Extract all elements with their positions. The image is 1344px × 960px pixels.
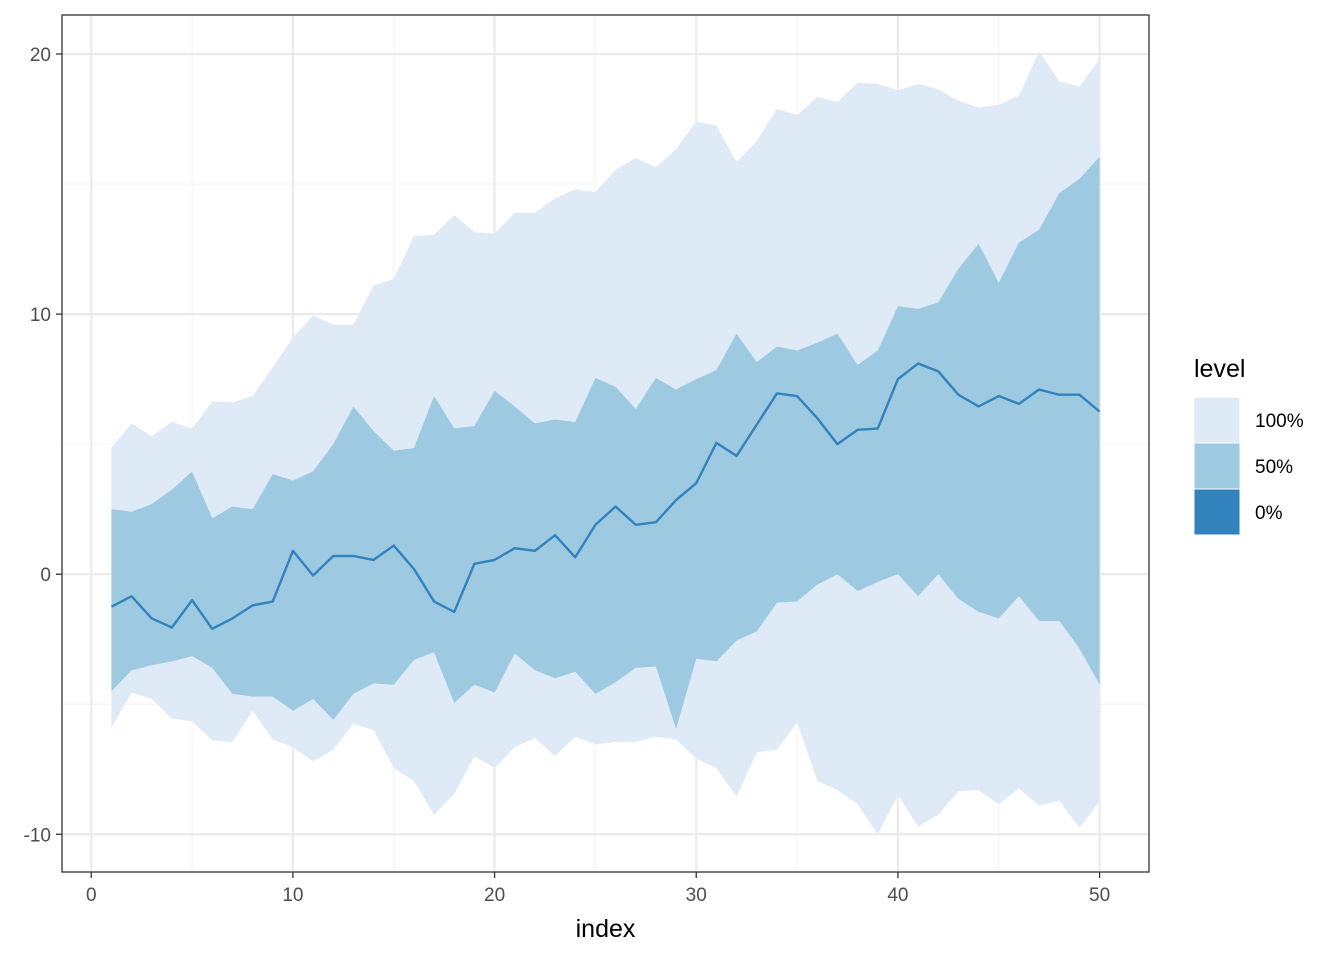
x-tick-label: 40 bbox=[887, 885, 908, 906]
x-tick-label: 0 bbox=[86, 885, 97, 906]
x-tick-label: 10 bbox=[282, 885, 303, 906]
legend-label-0pct: 0% bbox=[1255, 503, 1283, 524]
y-axis: -10 0 10 20 bbox=[24, 45, 62, 846]
legend: level 100% 50% 0% bbox=[1193, 355, 1304, 536]
legend-key-50pct bbox=[1193, 442, 1241, 490]
x-tick-label: 50 bbox=[1089, 885, 1110, 906]
y-tick-label: 0 bbox=[40, 565, 51, 586]
y-tick-label: 20 bbox=[30, 45, 51, 66]
legend-label-50pct: 50% bbox=[1255, 457, 1293, 478]
band-50pct bbox=[111, 156, 1100, 729]
legend-title: level bbox=[1194, 355, 1245, 383]
x-tick-label: 20 bbox=[484, 885, 505, 906]
legend-label-100pct: 100% bbox=[1255, 411, 1304, 432]
legend-key-0pct bbox=[1193, 488, 1241, 536]
y-tick-label: -10 bbox=[24, 825, 51, 846]
median-line-layer bbox=[110, 362, 1101, 631]
x-axis-title: index bbox=[576, 915, 636, 943]
x-tick-label: 30 bbox=[686, 885, 707, 906]
legend-key-100pct bbox=[1193, 396, 1241, 444]
panel-border bbox=[61, 14, 1150, 873]
bands bbox=[111, 51, 1100, 835]
x-axis: 0 10 20 30 40 50 bbox=[86, 872, 1110, 906]
series-line-0pct bbox=[110, 362, 1101, 631]
y-tick-label: 10 bbox=[30, 305, 51, 326]
